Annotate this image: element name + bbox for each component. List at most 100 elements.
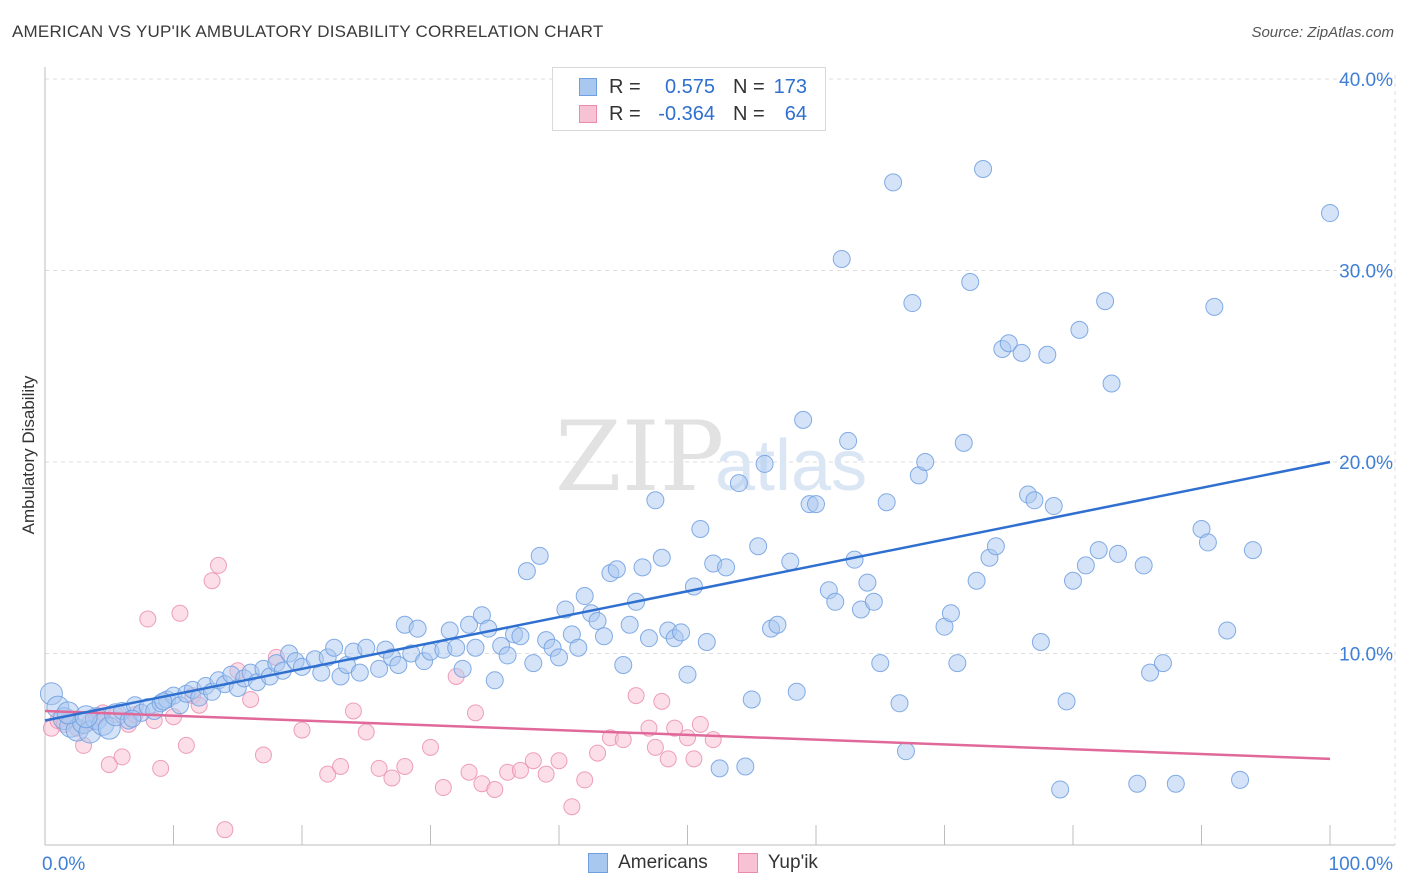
americans-point <box>986 537 1005 556</box>
yupik-point <box>550 752 568 770</box>
yupik-point <box>659 750 677 768</box>
americans-point <box>408 619 427 638</box>
yupik-trend-line <box>44 709 1331 761</box>
legend-n-label: N = <box>733 102 765 125</box>
americans-point <box>871 654 890 673</box>
x-tick-label: 100.0% <box>1329 854 1394 875</box>
americans-point <box>594 627 613 646</box>
x-tick-label: 0.0% <box>42 854 85 875</box>
americans-point <box>74 705 98 729</box>
americans-point <box>858 573 877 592</box>
americans-point <box>961 272 980 291</box>
americans-point <box>325 638 344 657</box>
legend-r-value: 0.575 <box>664 75 715 98</box>
yupik-point <box>666 719 684 737</box>
yupik-point <box>293 721 311 739</box>
americans-point <box>1141 663 1160 682</box>
americans-point <box>1038 345 1057 364</box>
americans-point <box>839 431 858 450</box>
americans-trend-line <box>44 460 1331 722</box>
y-tick-label: 20.0% <box>1339 453 1393 474</box>
americans-point <box>370 659 389 678</box>
americans-point <box>460 615 479 634</box>
americans-point <box>742 690 761 709</box>
americans-point <box>1057 692 1076 711</box>
chart-title: AMERICAN VS YUP'IK AMBULATORY DISABILITY… <box>12 22 604 41</box>
yupik-point <box>357 723 375 741</box>
americans-point <box>954 433 973 452</box>
americans-point <box>1321 204 1339 223</box>
yupik-point <box>370 759 388 777</box>
y-tick-label: 10.0% <box>1339 645 1393 666</box>
y-axis-title: Ambulatory Disability <box>19 375 38 534</box>
yupik-point <box>177 736 195 754</box>
americans-point <box>575 587 594 606</box>
americans-point <box>453 659 472 678</box>
yupik-point <box>422 738 439 756</box>
americans-point <box>864 592 883 611</box>
americans-point <box>781 552 800 571</box>
americans-point <box>1012 343 1031 362</box>
americans-point <box>787 682 806 701</box>
yupik-point <box>576 771 594 789</box>
americans-point <box>1128 774 1147 793</box>
americans-point <box>639 629 658 648</box>
americans-point <box>999 334 1018 353</box>
yupik-point <box>511 761 529 779</box>
americans-point <box>736 757 755 776</box>
source-label: Source: ZipAtlas.com <box>1251 24 1394 41</box>
y-tick-label: 30.0% <box>1339 262 1393 283</box>
americans-point <box>614 655 633 674</box>
americans-point <box>607 560 626 579</box>
yupik-point <box>152 759 170 777</box>
series-legend-americans[interactable]: Americans <box>588 852 708 874</box>
americans-point <box>485 671 504 690</box>
legend-n-value: 173 <box>773 75 807 98</box>
americans-point <box>1205 297 1224 316</box>
watermark-zip: ZIP <box>555 401 724 513</box>
yupik-point <box>614 731 632 749</box>
yupik-point <box>383 769 401 787</box>
yupik-point <box>171 604 189 622</box>
americans-point <box>941 604 960 623</box>
americans-point <box>884 173 903 192</box>
yupik-point <box>685 750 703 768</box>
americans-point <box>511 627 530 646</box>
yupik-point <box>203 572 221 590</box>
americans-point <box>903 294 922 313</box>
yupik-point <box>139 610 157 628</box>
americans-point <box>123 709 142 728</box>
americans-point <box>678 665 697 684</box>
americans-point <box>440 621 459 640</box>
americans-point <box>1153 654 1172 673</box>
americans-point <box>1031 633 1050 652</box>
yupik-point <box>319 765 337 783</box>
americans-point <box>672 623 691 642</box>
yupik-point <box>113 748 131 766</box>
americans-point <box>633 558 652 577</box>
americans-point <box>588 611 607 630</box>
trend-lines <box>44 460 1331 761</box>
legend-r-label: R = <box>609 75 641 98</box>
americans-point <box>524 654 543 673</box>
americans-point <box>1025 491 1044 510</box>
axes <box>44 67 1395 846</box>
americans-point <box>550 648 568 667</box>
series-swatch-americans <box>588 853 609 873</box>
americans-point <box>948 654 967 673</box>
yupik-point <box>466 704 484 722</box>
yupik-point <box>254 746 272 764</box>
americans-point <box>826 592 845 611</box>
series-legend-yupik[interactable]: Yup'ik <box>737 852 818 874</box>
americans-point <box>1198 533 1217 552</box>
americans-point <box>447 638 466 657</box>
americans-point <box>1218 621 1237 640</box>
series-swatch-yupik <box>737 853 758 873</box>
yupik-points <box>42 556 722 839</box>
yupik-point <box>589 744 607 762</box>
americans-point <box>1134 556 1153 575</box>
americans-point <box>768 615 787 634</box>
americans-point <box>1102 374 1121 393</box>
americans-point <box>350 663 369 682</box>
